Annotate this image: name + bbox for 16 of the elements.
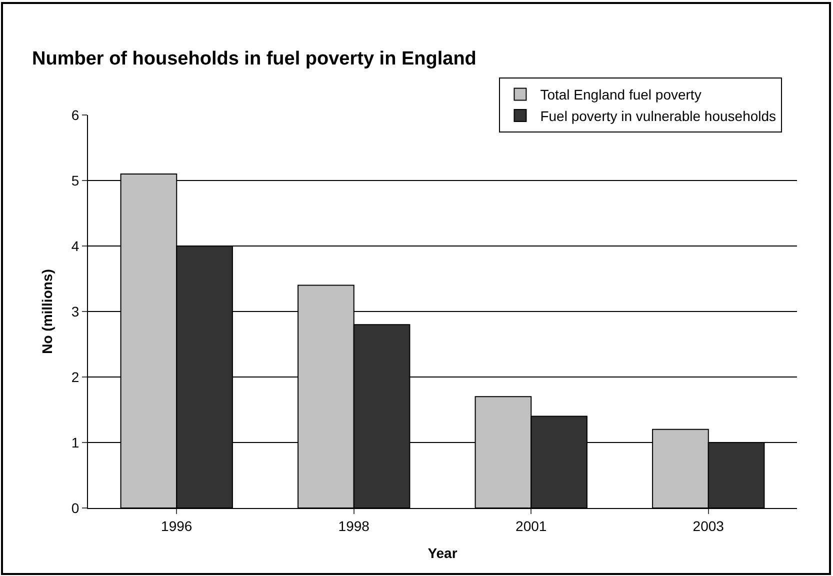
legend-label: Total England fuel poverty <box>540 86 702 103</box>
y-tick-label: 4 <box>71 238 80 254</box>
x-tick-label: 1998 <box>338 518 370 534</box>
y-tick-label: 3 <box>71 303 80 320</box>
y-tick-label: 6 <box>71 106 80 123</box>
y-tick-label: 2 <box>71 368 80 385</box>
legend-label: Fuel poverty in vulnerable households <box>540 108 776 124</box>
y-tick-label: 5 <box>71 172 80 188</box>
x-tick-label: 1996 <box>161 518 192 534</box>
y-tick-label: 1 <box>71 434 80 450</box>
y-axis-title: No (millions) <box>39 269 56 354</box>
x-axis-title: Year <box>428 545 458 562</box>
chart-title: Number of households in fuel poverty in England <box>32 48 476 70</box>
y-tick-label: 0 <box>71 500 80 516</box>
x-tick-label: 2003 <box>692 518 724 534</box>
x-tick-label: 2001 <box>516 518 547 534</box>
